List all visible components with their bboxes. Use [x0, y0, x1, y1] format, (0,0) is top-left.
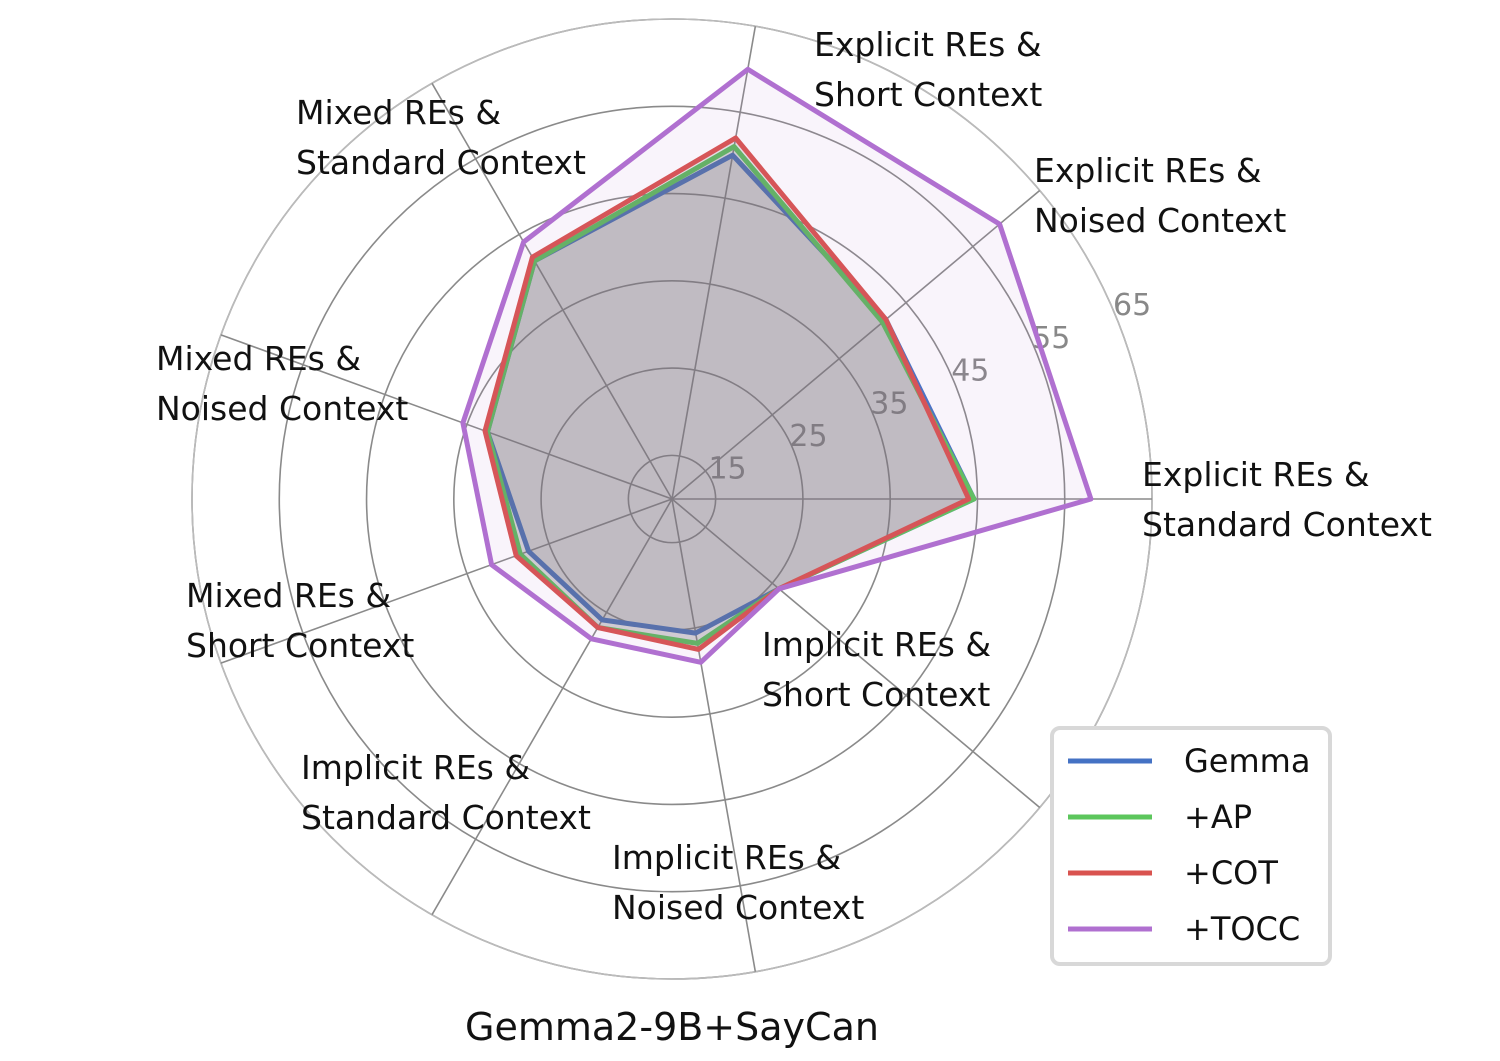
spoke-8: [671, 498, 1041, 809]
spoke-6: [431, 498, 673, 916]
radar-series: [460, 66, 1094, 665]
spoke-5: [220, 498, 673, 664]
legend: Gemma +AP +COT +TOCC: [1050, 726, 1332, 966]
spoke-2: [671, 26, 757, 500]
category-labels: Explicit REs & Standard Context Explicit R…: [156, 25, 1432, 927]
category-label: Mixed REs &: [156, 339, 361, 378]
category-label: Noised Context: [1034, 201, 1286, 240]
category-label: Standard Context: [1142, 505, 1432, 544]
legend-label: Gemma: [1184, 742, 1310, 780]
category-label: Noised Context: [156, 389, 408, 428]
legend-label: +COT: [1184, 854, 1278, 892]
category-label: Standard Context: [296, 143, 586, 182]
radial-tick-label: 65: [1113, 288, 1151, 323]
spoke-7: [671, 498, 757, 972]
category-label: Implicit REs &: [762, 625, 991, 664]
category-label: Short Context: [186, 626, 414, 665]
spoke-4: [220, 334, 673, 500]
category-label: Implicit REs &: [612, 838, 841, 877]
category-label: Noised Context: [612, 888, 864, 927]
category-label: Short Context: [762, 675, 990, 714]
category-label: Implicit REs &: [301, 748, 530, 787]
radial-tick-label: 25: [789, 419, 827, 454]
category-label: Mixed REs &: [296, 93, 501, 132]
spoke-3: [431, 82, 673, 500]
category-label: Explicit REs &: [1034, 151, 1262, 190]
category-label: Short Context: [814, 75, 1042, 114]
series-tocc-polygon: [460, 66, 1094, 665]
category-label: Explicit REs &: [1142, 455, 1370, 494]
radial-tick-label: 45: [951, 354, 989, 389]
category-label: Mixed REs &: [186, 576, 391, 615]
spoke-1: [671, 189, 1041, 500]
legend-box: [1050, 726, 1332, 966]
legend-label: +AP: [1184, 798, 1252, 836]
chart-title: Gemma2-9B+SayCan: [465, 1005, 879, 1049]
series-ap-polygon: [485, 144, 977, 646]
category-label: Standard Context: [301, 798, 591, 837]
radial-tick-labels: 152535455565: [708, 288, 1151, 486]
legend-label: +TOCC: [1184, 910, 1300, 948]
radial-tick-label: 35: [870, 386, 908, 421]
radial-tick-label: 15: [708, 452, 746, 487]
category-label: Explicit REs &: [814, 25, 1042, 64]
series-cot-polygon: [482, 135, 972, 652]
radar-spokes: [220, 26, 1152, 972]
